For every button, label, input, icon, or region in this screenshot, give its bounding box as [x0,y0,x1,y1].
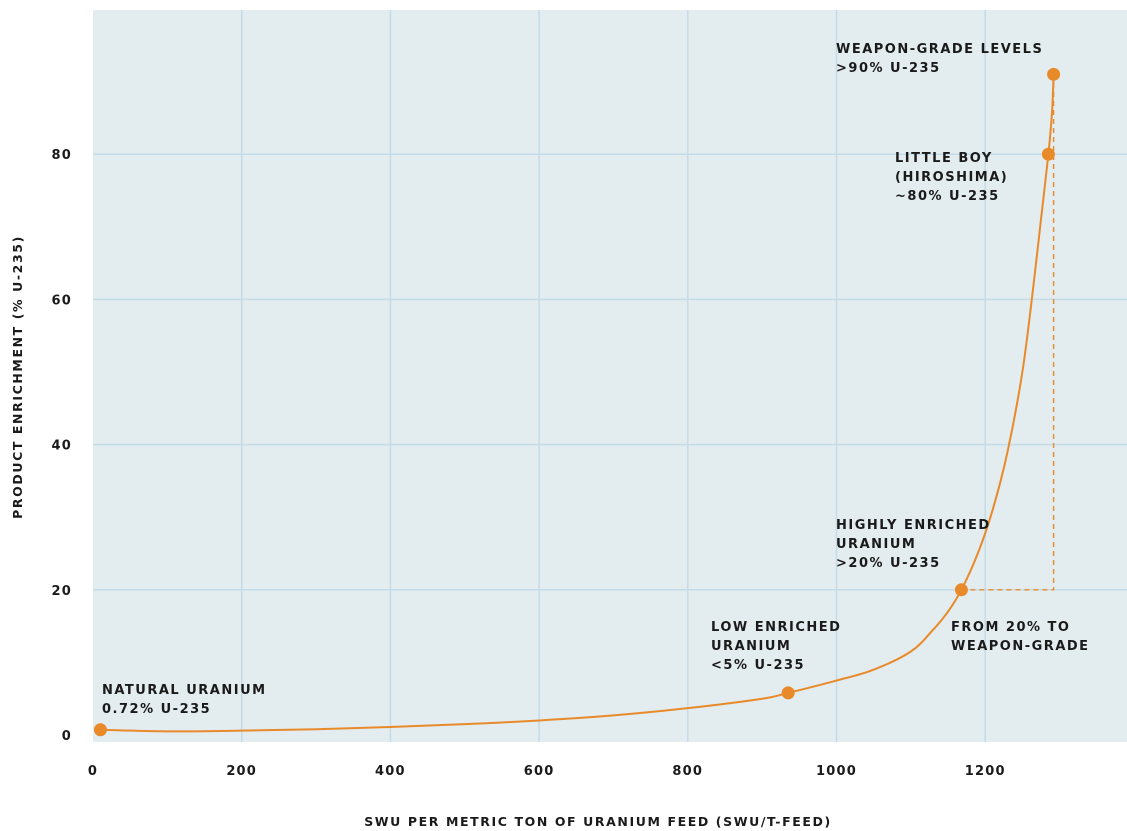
x-tick-label: 600 [524,764,555,779]
data-point-marker [954,583,968,597]
y-tick-label: 20 [52,584,73,599]
data-points [93,67,1061,737]
enrichment-curve [100,74,1055,733]
data-point-label-line: URANIUM [711,639,791,654]
y-tick-label: 40 [52,439,73,454]
data-point-label: WEAPON-GRADE LEVELS >90% U-235 [836,42,1043,76]
y-tick-label: 0 [62,729,72,744]
y-axis-title: PRODUCT ENRICHMENT (% U-235) [10,235,25,519]
data-point-marker [1047,67,1061,81]
data-point-label: LITTLE BOY (HIROSHIMA) ~80% U-235 [895,151,1008,204]
data-point-label-line: HIGHLY ENRICHED [836,518,991,533]
data-point-label-line: WEAPON-GRADE LEVELS [836,42,1043,57]
annotation-label-line: FROM 20% TO [951,620,1070,635]
y-tick-label: 60 [52,293,73,308]
guide-line [961,74,1055,591]
data-point-marker [781,686,795,700]
dashed-guide [961,74,1055,591]
data-point-label: HIGHLY ENRICHED URANIUM >20% U-235 [836,518,991,571]
x-tick-label: 800 [672,764,703,779]
data-point-label-line: >20% U-235 [836,556,941,571]
data-point-label-line: LOW ENRICHED [711,620,841,635]
data-point-label-line: (HIROSHIMA) [895,170,1008,185]
y-tick-label: 80 [52,148,73,163]
annotations: FROM 20% TO WEAPON-GRADE [951,620,1090,654]
x-tick-label: 200 [226,764,257,779]
x-tick-label: 0 [88,764,98,779]
x-axis-ticks: 0 200 400 600 800 1000 1200 [88,764,1006,779]
plot-background [93,10,1127,742]
x-tick-label: 1200 [965,764,1006,779]
grid-lines [93,10,1127,742]
data-point-label-line: >90% U-235 [836,61,941,76]
x-tick-label: 1000 [816,764,857,779]
x-tick-label: 400 [375,764,406,779]
data-point-label: LOW ENRICHED URANIUM <5% U-235 [711,620,841,673]
data-point-label-line: ~80% U-235 [895,189,1000,204]
data-point-label-line: <5% U-235 [711,658,805,673]
annotation-label-line: WEAPON-GRADE [951,639,1090,654]
data-point-label: NATURAL URANIUM 0.72% U-235 [102,683,267,717]
point-labels: NATURAL URANIUM 0.72% U-235 LOW ENRICHED UR… [102,42,1043,717]
data-point-label-line: URANIUM [836,537,916,552]
y-axis-ticks: 0 20 40 60 80 [52,148,73,744]
data-point-marker [93,723,107,737]
x-axis-title: SWU PER METRIC TON OF URANIUM FEED (SWU/… [364,814,832,829]
data-point-label-line: LITTLE BOY [895,151,993,166]
data-point-marker [1041,147,1055,161]
data-point-label-line: NATURAL URANIUM [102,683,267,698]
data-point-label-line: 0.72% U-235 [102,702,211,717]
annotation-label: FROM 20% TO WEAPON-GRADE [951,620,1090,654]
